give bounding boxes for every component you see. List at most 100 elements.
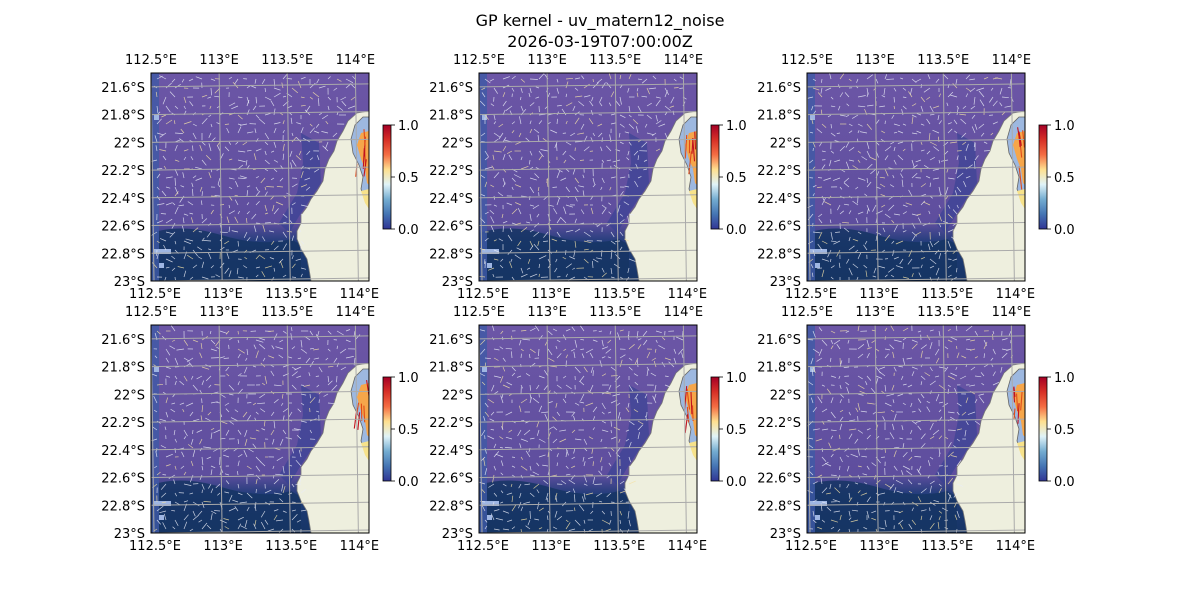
colorbar-tick-label: 1.0 — [398, 119, 419, 134]
lon-tick-label-top: 113.5°E — [917, 53, 969, 68]
data-patch — [481, 501, 499, 506]
data-patch — [153, 249, 171, 254]
lat-tick-label: 21.8°S — [101, 361, 145, 376]
meridian-line — [218, 73, 223, 281]
current-streak — [1017, 403, 1020, 424]
lon-tick-label-bottom: 112.5°E — [129, 539, 181, 554]
lon-tick-label-bottom: 113°E — [859, 287, 899, 302]
parallel-line — [479, 418, 697, 423]
meridian-line — [874, 73, 879, 281]
lon-tick-label-bottom: 112.5°E — [129, 287, 181, 302]
gridlines — [807, 73, 1025, 281]
deep-water-band — [151, 228, 301, 281]
parallel-line — [479, 249, 697, 254]
lat-tick-label: 21.6°S — [757, 81, 801, 96]
parallel-line — [479, 446, 697, 451]
lat-tick-label: 22.2°S — [757, 416, 801, 431]
land-mass — [296, 362, 369, 533]
lon-tick-label-bottom: 113.5°E — [921, 287, 973, 302]
lat-tick-label: 21.6°S — [429, 333, 473, 348]
colorbar-tick-label: 0.0 — [398, 223, 419, 238]
data-patch — [482, 367, 487, 372]
lat-tick-label: 22.2°S — [429, 164, 473, 179]
meridian-line — [1010, 325, 1015, 533]
velocity-vectors — [151, 74, 356, 281]
lat-tick-label: 22.6°S — [429, 472, 473, 487]
current-streak — [684, 134, 688, 159]
parallel-line — [807, 390, 1025, 395]
lat-tick-label: 22.4°S — [101, 444, 145, 459]
current-streak — [684, 414, 689, 434]
lon-tick-label-bottom: 112.5°E — [457, 539, 509, 554]
left-edge-band — [807, 325, 815, 533]
island-yellow-region — [1017, 441, 1025, 461]
land-mass — [624, 110, 697, 281]
parallel-line — [151, 166, 369, 171]
lat-tick-label: 22.8°S — [101, 499, 145, 514]
meridian-line — [286, 325, 291, 533]
panel-2-frame — [478, 72, 698, 282]
lon-tick-label-top: 113.5°E — [261, 305, 313, 320]
island-warm-region — [357, 383, 369, 437]
island-yellow-region — [689, 441, 697, 461]
data-patch — [154, 367, 159, 372]
lon-tick-label-top: 113.5°E — [589, 305, 641, 320]
lat-tick-label: 23°S — [114, 275, 145, 290]
lat-tick-label: 21.8°S — [757, 361, 801, 376]
panel-5-map — [478, 324, 698, 534]
lat-tick-label: 21.8°S — [757, 109, 801, 124]
data-patch — [153, 501, 171, 506]
lon-tick-label-top: 114°E — [992, 305, 1032, 320]
lat-tick-label: 22°S — [114, 136, 145, 151]
lat-tick-label: 22.6°S — [757, 472, 801, 487]
island-yellow-region — [361, 189, 369, 209]
current-streak — [1017, 127, 1021, 143]
current-streak — [363, 159, 367, 177]
colorbar — [1038, 376, 1048, 482]
parallel-line — [807, 474, 1025, 479]
lat-tick-label: 22°S — [442, 136, 473, 151]
parallel-line — [479, 194, 697, 199]
parallel-line — [151, 335, 369, 340]
figure-title-kernel: GP kernel - uv_matern12_noise — [475, 11, 725, 30]
lon-tick-label-top: 113°E — [199, 53, 239, 68]
colorbar-tick-label: 0.0 — [1054, 223, 1075, 238]
meridian-line — [546, 73, 551, 281]
colorbar-tick-label: 1.0 — [1054, 119, 1075, 134]
colorbar-tick-label: 0.0 — [726, 475, 747, 490]
colorbar — [1038, 124, 1048, 230]
meridian-line — [614, 73, 619, 281]
parallel-line — [807, 111, 1025, 116]
current-streak — [1018, 166, 1023, 190]
lon-tick-label-top: 112.5°E — [781, 305, 833, 320]
parallel-line — [151, 249, 369, 254]
lat-tick-label: 22.8°S — [757, 247, 801, 262]
lon-tick-label-top: 112.5°E — [125, 53, 177, 68]
lat-tick-label: 21.8°S — [101, 109, 145, 124]
lon-tick-label-bottom: 114°E — [668, 287, 708, 302]
lon-tick-label-bottom: 114°E — [996, 287, 1036, 302]
lon-tick-label-bottom: 113.5°E — [265, 539, 317, 554]
lat-tick-label: 22.8°S — [101, 247, 145, 262]
lat-tick-label: 23°S — [770, 275, 801, 290]
island-yellow-region — [689, 189, 697, 209]
lat-tick-label: 23°S — [114, 527, 145, 542]
meridian-line — [682, 325, 687, 533]
parallel-line — [807, 249, 1025, 254]
lon-tick-label-top: 114°E — [992, 53, 1032, 68]
lat-tick-label: 22.2°S — [101, 416, 145, 431]
lat-tick-label: 23°S — [770, 527, 801, 542]
panel-4-map — [150, 324, 370, 534]
parallel-line — [807, 363, 1025, 368]
parallel-line — [807, 138, 1025, 143]
lon-tick-label-bottom: 113°E — [203, 539, 243, 554]
land-mass — [952, 362, 1025, 533]
lon-tick-label-bottom: 114°E — [340, 287, 380, 302]
parallel-line — [479, 474, 697, 479]
lon-tick-label-bottom: 113°E — [531, 287, 571, 302]
colorbar-tick-label: 0.5 — [398, 171, 419, 186]
colorbar-tick-label: 1.0 — [726, 119, 747, 134]
deep-water-band — [479, 228, 629, 281]
lat-tick-label: 22.4°S — [429, 192, 473, 207]
colorbar-tick-label: 0.5 — [726, 171, 747, 186]
